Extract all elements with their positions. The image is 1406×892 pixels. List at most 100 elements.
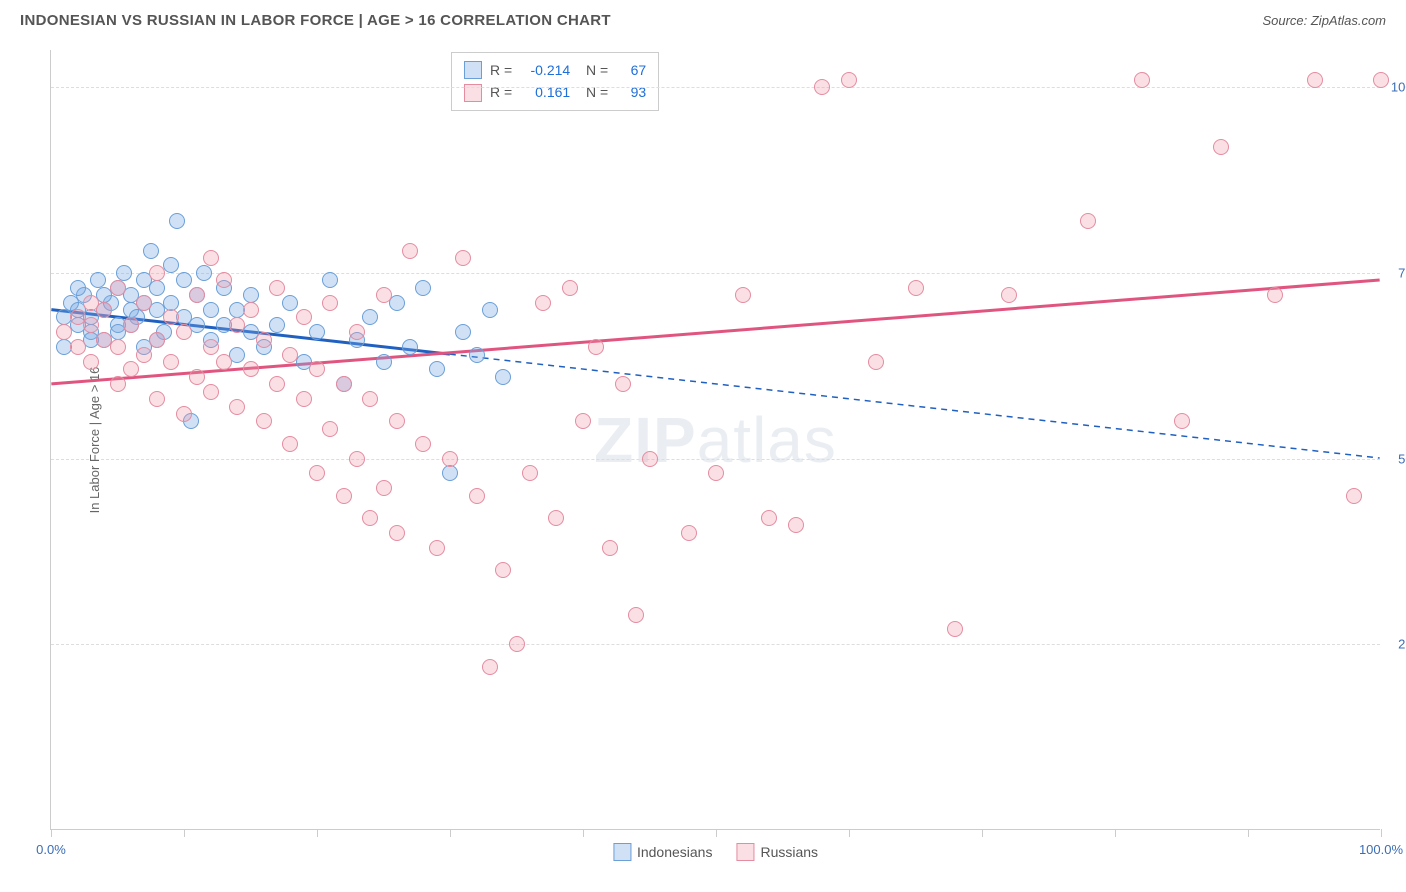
marker-russians (136, 347, 152, 363)
marker-indonesians (322, 272, 338, 288)
marker-russians (229, 317, 245, 333)
marker-indonesians (482, 302, 498, 318)
marker-russians (761, 510, 777, 526)
marker-russians (149, 332, 165, 348)
marker-russians (282, 347, 298, 363)
marker-russians (309, 361, 325, 377)
trend-lines (51, 50, 1380, 829)
x-tick (982, 829, 983, 837)
swatch-indonesians (464, 61, 482, 79)
y-tick-label: 100.0% (1391, 80, 1406, 95)
marker-russians (947, 621, 963, 637)
marker-russians (256, 332, 272, 348)
marker-russians (548, 510, 564, 526)
marker-russians (110, 280, 126, 296)
r-value: -0.214 (520, 59, 570, 81)
marker-russians (83, 354, 99, 370)
marker-russians (136, 295, 152, 311)
marker-russians (256, 413, 272, 429)
marker-russians (110, 376, 126, 392)
marker-russians (376, 287, 392, 303)
marker-russians (83, 317, 99, 333)
marker-russians (814, 79, 830, 95)
marker-russians (708, 465, 724, 481)
stats-legend-box: R =-0.214 N =67R =0.161 N =93 (451, 52, 659, 111)
legend-label: Russians (760, 844, 818, 860)
source-attribution: Source: ZipAtlas.com (1262, 13, 1386, 28)
marker-russians (110, 339, 126, 355)
marker-russians (282, 436, 298, 452)
x-tick-label: 0.0% (36, 842, 66, 857)
marker-russians (562, 280, 578, 296)
marker-russians (56, 324, 72, 340)
marker-russians (349, 324, 365, 340)
marker-russians (1213, 139, 1229, 155)
marker-russians (189, 369, 205, 385)
marker-russians (1174, 413, 1190, 429)
marker-russians (482, 659, 498, 675)
n-value: 93 (616, 81, 646, 103)
marker-russians (123, 361, 139, 377)
marker-indonesians (309, 324, 325, 340)
marker-russians (309, 465, 325, 481)
marker-russians (216, 272, 232, 288)
marker-indonesians (376, 354, 392, 370)
x-tick (1248, 829, 1249, 837)
x-tick (1381, 829, 1382, 837)
marker-indonesians (282, 295, 298, 311)
x-tick-label: 100.0% (1359, 842, 1403, 857)
marker-indonesians (415, 280, 431, 296)
marker-russians (243, 302, 259, 318)
marker-indonesians (269, 317, 285, 333)
marker-russians (322, 295, 338, 311)
marker-russians (841, 72, 857, 88)
marker-russians (535, 295, 551, 311)
marker-indonesians (176, 272, 192, 288)
marker-russians (495, 562, 511, 578)
marker-russians (389, 525, 405, 541)
marker-russians (681, 525, 697, 541)
marker-russians (615, 376, 631, 392)
marker-indonesians (442, 465, 458, 481)
marker-indonesians (196, 265, 212, 281)
marker-indonesians (149, 280, 165, 296)
marker-russians (296, 309, 312, 325)
r-label: R = (490, 59, 512, 81)
marker-russians (1080, 213, 1096, 229)
marker-russians (216, 354, 232, 370)
x-tick (450, 829, 451, 837)
marker-indonesians (495, 369, 511, 385)
marker-russians (1267, 287, 1283, 303)
stats-row-russians: R =0.161 N =93 (464, 81, 646, 103)
marker-russians (203, 250, 219, 266)
x-tick (1115, 829, 1116, 837)
marker-russians (336, 488, 352, 504)
marker-russians (322, 421, 338, 437)
x-tick (849, 829, 850, 837)
legend-label: Indonesians (637, 844, 713, 860)
marker-russians (70, 339, 86, 355)
marker-russians (362, 510, 378, 526)
x-tick (51, 829, 52, 837)
marker-russians (123, 317, 139, 333)
marker-russians (1134, 72, 1150, 88)
marker-russians (735, 287, 751, 303)
x-tick (583, 829, 584, 837)
marker-russians (176, 406, 192, 422)
marker-russians (415, 436, 431, 452)
y-tick-label: 75.0% (1398, 265, 1406, 280)
gridline (51, 644, 1380, 645)
marker-russians (469, 488, 485, 504)
n-label: N = (578, 59, 608, 81)
n-label: N = (578, 81, 608, 103)
bottom-legend: Indonesians Russians (613, 843, 818, 861)
marker-russians (163, 309, 179, 325)
legend-item-indonesians: Indonesians (613, 843, 713, 861)
marker-russians (229, 399, 245, 415)
marker-indonesians (243, 287, 259, 303)
marker-russians (269, 376, 285, 392)
marker-russians (203, 384, 219, 400)
marker-indonesians (163, 295, 179, 311)
marker-russians (149, 391, 165, 407)
n-value: 67 (616, 59, 646, 81)
